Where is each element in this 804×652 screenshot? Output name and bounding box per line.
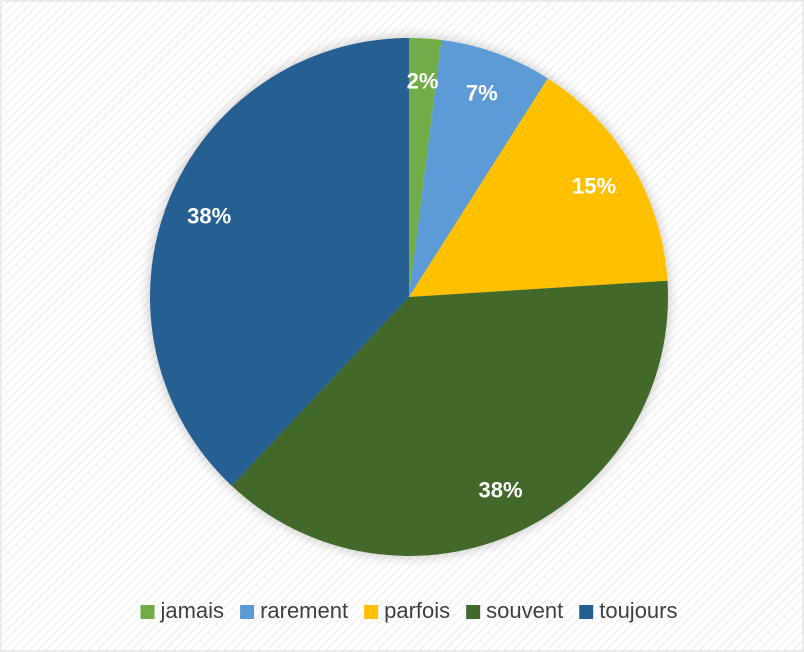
legend-label: toujours: [599, 598, 677, 623]
pie-slice: [150, 38, 409, 486]
legend-marker: [364, 605, 379, 619]
legend-label: souvent: [486, 598, 563, 623]
legend: jamais rarement parfois souvent toujours: [140, 598, 678, 623]
data-label: 38%: [187, 204, 231, 229]
data-label: 38%: [479, 477, 523, 502]
pie-slice: [231, 280, 669, 556]
legend-marker: [466, 605, 481, 619]
legend-marker: [140, 605, 155, 619]
legend-marker: [579, 605, 594, 619]
data-labels: 2% 7% 15% 38% 38%: [187, 68, 616, 502]
data-label: 7%: [466, 81, 498, 106]
legend-marker: [240, 605, 255, 619]
legend-label: jamais: [159, 598, 224, 623]
legend-label: parfois: [384, 598, 450, 623]
data-label: 2%: [407, 68, 439, 93]
pie: [150, 38, 669, 556]
legend-label: rarement: [260, 598, 348, 623]
data-label: 15%: [572, 173, 616, 198]
pie-slice: [409, 78, 668, 298]
pie-slice: [409, 38, 442, 297]
pie-slice: [409, 40, 548, 297]
